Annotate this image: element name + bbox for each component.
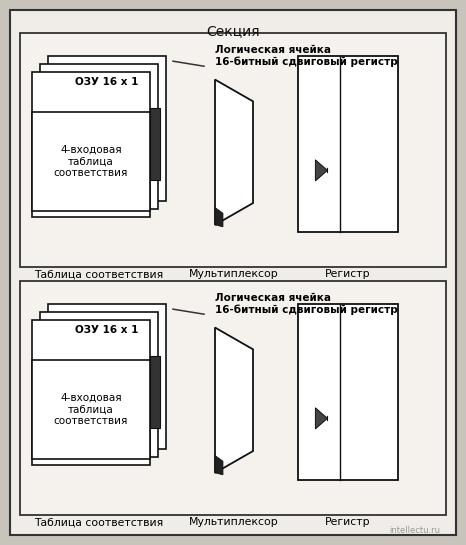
Text: 4-входовая
таблица
соответствия: 4-входовая таблица соответствия [54,145,128,178]
Polygon shape [40,312,158,457]
Polygon shape [32,320,150,465]
Polygon shape [215,208,223,227]
Polygon shape [298,304,398,480]
Polygon shape [48,304,166,449]
Text: Регистр: Регистр [325,269,371,279]
Text: Таблица соответствия: Таблица соответствия [34,269,164,279]
Polygon shape [32,360,150,459]
Text: ОЗУ 16 х 1: ОЗУ 16 х 1 [75,77,139,87]
Polygon shape [215,456,223,475]
Polygon shape [298,56,398,232]
Polygon shape [150,356,160,428]
Text: Мультиплексор: Мультиплексор [189,269,279,279]
Polygon shape [10,10,456,535]
Polygon shape [315,160,328,181]
Text: Таблица соответствия: Таблица соответствия [34,517,164,527]
Polygon shape [20,33,446,267]
Polygon shape [315,408,328,429]
Text: Секция: Секция [206,24,260,38]
Polygon shape [215,80,253,225]
Polygon shape [48,56,166,201]
Text: Логическая ячейка
16-битный сдвиговый регистр: Логическая ячейка 16-битный сдвиговый ре… [215,45,398,67]
Polygon shape [32,72,150,217]
Text: Мультиплексор: Мультиплексор [189,517,279,527]
Polygon shape [215,328,253,473]
Text: 4-входовая
таблица
соответствия: 4-входовая таблица соответствия [54,393,128,426]
Polygon shape [150,108,160,180]
Text: intellectu.ru: intellectu.ru [389,526,440,535]
Polygon shape [40,64,158,209]
Text: Регистр: Регистр [325,517,371,527]
Polygon shape [32,112,150,211]
Text: ОЗУ 16 х 1: ОЗУ 16 х 1 [75,325,139,335]
Polygon shape [20,281,446,515]
Text: Логическая ячейка
16-битный сдвиговый регистр: Логическая ячейка 16-битный сдвиговый ре… [215,293,398,315]
